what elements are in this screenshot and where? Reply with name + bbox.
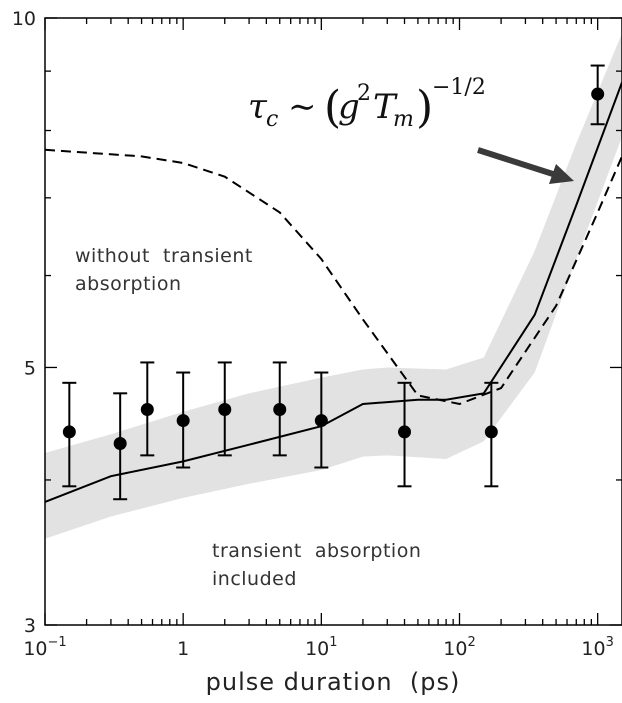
- formula-annotation: τ c ∼ ( g 2 T m ) −1/2: [248, 75, 486, 133]
- data-point-1: [62, 381, 77, 488]
- uncertainty-band-layer: [45, 33, 622, 539]
- data-point-10: [590, 64, 605, 126]
- data-point-9: [484, 381, 499, 488]
- uncertainty-band: [45, 33, 622, 539]
- formula-sim: ∼: [288, 87, 317, 127]
- data-marker: [314, 414, 328, 428]
- formula-tau: τ: [248, 87, 268, 127]
- data-points-layer: [62, 64, 605, 501]
- formula-g-sup: 2: [357, 81, 371, 106]
- data-point-8: [397, 381, 412, 488]
- formula-paren-open: (: [324, 82, 341, 133]
- curve-solid: [44, 82, 622, 503]
- x-axis-title: pulse duration (ps): [206, 668, 461, 696]
- data-point-3: [140, 361, 155, 457]
- y-tick-label: 10: [12, 8, 36, 30]
- data-point-4: [176, 371, 191, 469]
- annotation-included-line2: included: [212, 568, 297, 590]
- data-point-5: [217, 361, 232, 457]
- x-tick-label: 1: [177, 638, 189, 660]
- y-tick-label: 5: [24, 357, 36, 379]
- data-marker: [484, 425, 498, 439]
- annotation-without-line1: without transient: [75, 245, 253, 267]
- formula-t: T: [373, 87, 398, 127]
- formula-power: −1/2: [432, 75, 486, 100]
- data-marker: [140, 402, 154, 416]
- data-marker: [273, 402, 287, 416]
- data-marker: [218, 402, 232, 416]
- tick-labels-layer: 10−1 1 101 102 103 3 5 10: [12, 8, 614, 660]
- curve-dashed: [44, 148, 622, 406]
- data-marker: [113, 436, 127, 450]
- y-tick-label: 3: [24, 615, 36, 637]
- x-tick-label: 103: [581, 635, 613, 660]
- plot-frame: [44, 17, 622, 626]
- data-marker: [62, 425, 76, 439]
- data-point-7: [314, 371, 329, 469]
- formula-paren-close: ): [416, 82, 433, 133]
- annotation-without-line2: absorption: [75, 273, 182, 295]
- arrow-icon: [477, 147, 574, 184]
- curve-layer: [44, 82, 622, 503]
- data-marker: [398, 425, 412, 439]
- formula-tau-sub: c: [266, 107, 278, 132]
- formula-g: g: [338, 87, 360, 127]
- formula-t-sub: m: [393, 107, 414, 132]
- data-point-2: [113, 392, 128, 501]
- annotation-included-line1: transient absorption: [212, 540, 421, 562]
- data-marker: [591, 87, 605, 101]
- data-point-6: [272, 361, 287, 457]
- data-marker: [176, 414, 190, 428]
- x-tick-label: 102: [443, 635, 475, 660]
- x-tick-label: 101: [305, 635, 337, 660]
- x-tick-label: 10−1: [23, 635, 66, 660]
- ticks-layer: [44, 17, 622, 626]
